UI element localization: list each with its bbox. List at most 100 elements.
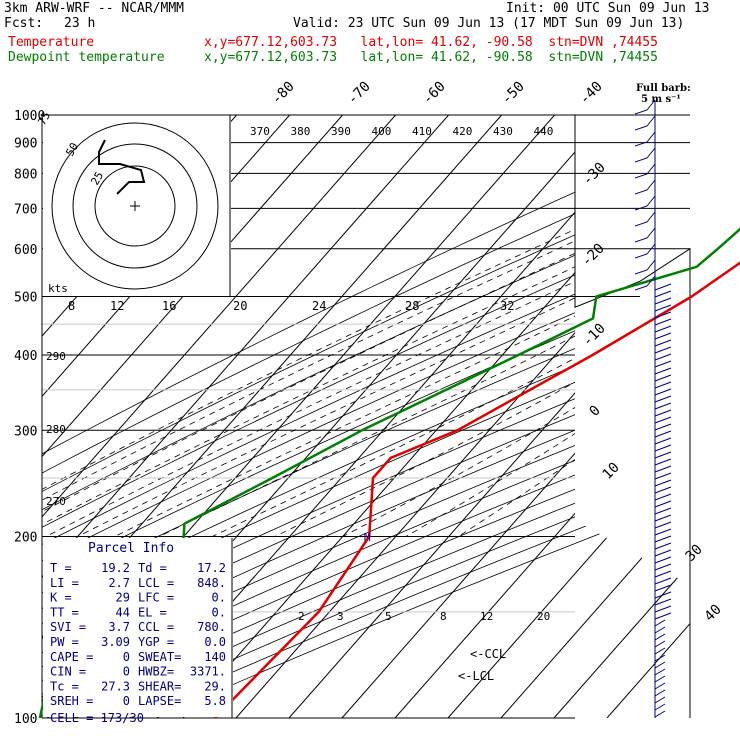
wind-barb bbox=[654, 353, 672, 361]
hodograph-ring-label: 25 bbox=[88, 170, 106, 188]
wind-barb bbox=[654, 458, 672, 466]
wind-barb bbox=[654, 689, 666, 697]
m-marker: M bbox=[364, 531, 371, 544]
theta-label: 440 bbox=[534, 125, 554, 138]
isotherm-label: -60 bbox=[420, 79, 449, 108]
wind-barb bbox=[654, 507, 672, 515]
hodograph-inset: 75 50 25 kts bbox=[35, 110, 231, 296]
wind-barb bbox=[634, 243, 656, 259]
theta-label: 290 bbox=[46, 350, 66, 363]
isotherm-line bbox=[447, 115, 690, 718]
wind-barb bbox=[654, 703, 666, 711]
parcel-param-value: 0.0 bbox=[204, 635, 226, 649]
wind-barb bbox=[654, 395, 672, 403]
moist-adiabat-line bbox=[45, 115, 690, 537]
wind-barb bbox=[654, 696, 666, 704]
mixing-ratio-label: 2 bbox=[298, 610, 305, 623]
lcl-marker: <-LCL bbox=[458, 669, 494, 683]
isotherm-line bbox=[42, 115, 396, 718]
wind-barb bbox=[634, 147, 656, 163]
mixing-ratio-label: 32 bbox=[500, 299, 514, 313]
parcel-param-value: 0. bbox=[212, 605, 226, 619]
wind-barb bbox=[654, 640, 666, 648]
theta-label: 390 bbox=[331, 125, 351, 138]
mixing-ratio-label: 12 bbox=[480, 610, 493, 623]
parcel-param-label: LCL = bbox=[138, 576, 174, 590]
hodograph-ring bbox=[94, 165, 176, 247]
wind-barb bbox=[654, 570, 672, 578]
wind-barb bbox=[654, 486, 672, 494]
isotherm-label: -50 bbox=[499, 79, 528, 108]
init-time: Init: 00 UTC Sun 09 Jun 13 bbox=[506, 1, 710, 16]
wind-barb bbox=[654, 381, 672, 389]
parcel-param-label: Tc = bbox=[50, 679, 79, 693]
parcel-param-label: T = bbox=[50, 561, 72, 575]
full-barb-units: 5 m s⁻¹ bbox=[641, 94, 681, 105]
theta-label: 400 bbox=[372, 125, 392, 138]
isotherm-line bbox=[341, 115, 690, 718]
wind-barb bbox=[654, 591, 672, 599]
wind-barb bbox=[654, 423, 672, 431]
temperature-profile bbox=[213, 261, 740, 719]
wind-barb bbox=[634, 211, 656, 227]
wind-barb bbox=[654, 409, 672, 417]
wind-barb bbox=[654, 647, 666, 655]
wind-barb bbox=[654, 549, 672, 557]
pressure-label: 800 bbox=[14, 167, 37, 182]
hodograph-ring-label: 75 bbox=[35, 110, 53, 128]
parcel-param-value: 848. bbox=[197, 576, 226, 590]
pressure-label: 600 bbox=[14, 243, 37, 258]
wind-barb bbox=[654, 626, 666, 634]
moist-adiabat-line bbox=[159, 115, 690, 537]
pressure-label: 700 bbox=[14, 202, 37, 217]
wind-barb bbox=[654, 416, 672, 424]
wind-barb bbox=[634, 227, 656, 243]
isotherm-label: -30 bbox=[580, 160, 609, 189]
wind-barb bbox=[654, 388, 672, 396]
wind-barb bbox=[654, 479, 672, 487]
parcel-param-label: SWEAT= bbox=[138, 650, 181, 664]
pressure-label: 1000 bbox=[14, 109, 45, 124]
parcel-param-label: CIN = bbox=[50, 665, 86, 679]
wind-barb bbox=[654, 598, 672, 606]
wind-barb bbox=[654, 584, 672, 592]
wind-barb bbox=[654, 605, 672, 613]
dewpoint-location: x,y=677.12,603.73 lat,lon= 41.62, -90.58… bbox=[204, 50, 658, 65]
theta-label: 410 bbox=[412, 125, 432, 138]
wind-barb bbox=[654, 402, 672, 410]
parcel-param-label: CAPE = bbox=[50, 650, 93, 664]
wind-barb bbox=[654, 577, 672, 585]
parcel-param-value: 3.09 bbox=[101, 635, 130, 649]
pressure-label: 100 bbox=[14, 712, 37, 727]
isotherm-label: -10 bbox=[580, 321, 609, 350]
parcel-param-value: 29. bbox=[204, 679, 226, 693]
temperature-location: x,y=677.12,603.73 lat,lon= 41.62, -90.58… bbox=[204, 35, 658, 50]
parcel-param-value: 0. bbox=[212, 591, 226, 605]
wind-barb bbox=[654, 654, 666, 662]
hodograph-trace bbox=[98, 139, 146, 195]
wind-barb bbox=[634, 115, 656, 131]
pressure-label: 300 bbox=[14, 424, 37, 439]
parcel-param-label: HWBZ= bbox=[138, 665, 174, 679]
wind-barb bbox=[654, 661, 666, 669]
wind-barb bbox=[654, 318, 672, 326]
parcel-info-bg bbox=[43, 538, 233, 717]
wind-barb bbox=[634, 99, 656, 115]
parcel-param-value: 3371. bbox=[190, 665, 226, 679]
parcel-param-label: LI = bbox=[50, 576, 79, 590]
mixing-ratio-label: 16 bbox=[162, 299, 176, 313]
parcel-param-value: 19.2 bbox=[101, 561, 130, 575]
mixing-ratio-label: 12 bbox=[110, 299, 124, 313]
parcel-param-label: Td = bbox=[138, 561, 167, 575]
wind-barb bbox=[654, 290, 672, 298]
parcel-param-value: 0 bbox=[123, 665, 130, 679]
wind-barb bbox=[634, 131, 656, 147]
wind-barb bbox=[654, 374, 672, 382]
isotherm-line bbox=[42, 115, 449, 718]
pressure-label: 900 bbox=[14, 137, 37, 152]
wind-barb bbox=[654, 542, 672, 550]
pressure-label: 500 bbox=[14, 291, 37, 306]
parcel-param-label: LFC = bbox=[138, 591, 174, 605]
forecast-label: Fcst: bbox=[4, 16, 44, 31]
